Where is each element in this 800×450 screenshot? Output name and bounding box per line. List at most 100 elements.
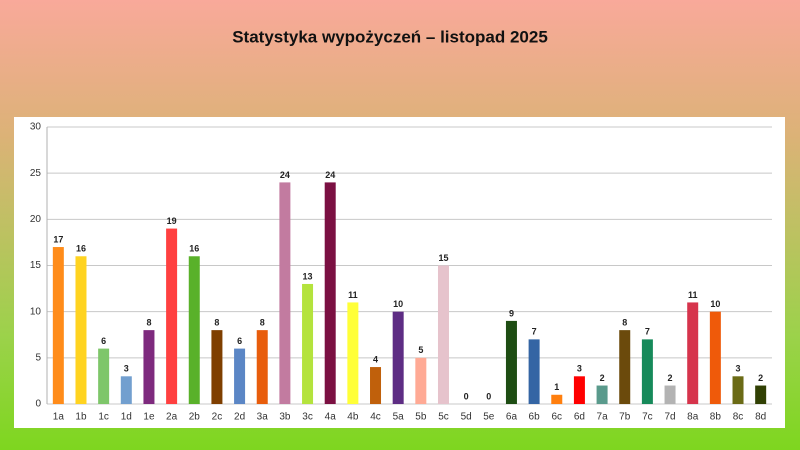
x-tick-label: 5c: [438, 412, 449, 423]
value-label: 7: [532, 327, 537, 337]
x-tick-label: 1c: [98, 412, 109, 423]
value-label: 3: [124, 364, 129, 374]
bar: [573, 376, 585, 404]
value-label: 9: [509, 308, 514, 318]
bar: [437, 265, 449, 404]
x-tick-label: 5a: [393, 412, 405, 423]
chart-title: Statystyka wypożyczeń – listopad 2025: [232, 27, 548, 46]
x-tick-label: 8a: [687, 412, 699, 423]
x-tick-label: 5e: [483, 412, 495, 423]
value-label: 24: [280, 170, 290, 180]
value-label: 10: [393, 299, 403, 309]
value-label: 0: [464, 391, 469, 401]
x-tick-label: 3c: [302, 412, 313, 423]
value-label: 8: [622, 318, 627, 328]
x-tick-label: 1d: [121, 412, 132, 423]
x-tick-label: 6b: [529, 412, 541, 423]
bar: [52, 247, 64, 404]
x-tick-label: 7b: [619, 412, 631, 423]
x-tick-label: 8d: [755, 412, 766, 423]
x-tick-label: 5b: [415, 412, 427, 423]
value-label: 10: [710, 299, 720, 309]
y-tick-label: 5: [35, 352, 41, 363]
x-tick-label: 2a: [166, 412, 178, 423]
y-tick-label: 20: [30, 214, 42, 225]
bar: [347, 302, 359, 404]
value-label: 0: [486, 391, 491, 401]
bar: [505, 320, 517, 404]
bar: [415, 357, 427, 404]
y-tick-label: 30: [30, 122, 42, 133]
value-label: 11: [688, 290, 698, 300]
x-tick-label: 4a: [325, 412, 337, 423]
bar: [234, 348, 246, 404]
value-label: 19: [167, 216, 177, 226]
bar: [528, 339, 540, 404]
x-tick-label: 1a: [53, 412, 65, 423]
bar: [709, 311, 721, 404]
x-tick-label: 8b: [710, 412, 722, 423]
bar: [664, 385, 676, 404]
y-tick-label: 10: [30, 306, 42, 317]
value-label: 15: [438, 253, 448, 263]
bar: [324, 182, 336, 404]
value-label: 8: [146, 318, 151, 328]
bar: [120, 376, 132, 404]
value-label: 1: [554, 382, 559, 392]
bar: [302, 283, 314, 404]
bar: [370, 367, 382, 404]
bar: [98, 348, 110, 404]
x-tick-label: 7c: [642, 412, 653, 423]
value-label: 16: [189, 244, 199, 254]
x-tick-label: 1b: [75, 412, 87, 423]
bar: [732, 376, 744, 404]
value-label: 4: [373, 354, 378, 364]
bar: [619, 330, 631, 404]
x-tick-label: 3a: [257, 412, 269, 423]
value-label: 16: [76, 244, 86, 254]
bar: [211, 330, 223, 404]
x-tick-label: 2d: [234, 412, 245, 423]
bar: [188, 256, 200, 404]
x-tick-label: 6a: [506, 412, 518, 423]
x-tick-label: 2b: [189, 412, 201, 423]
value-label: 24: [325, 170, 335, 180]
bar: [687, 302, 699, 404]
value-label: 6: [237, 336, 242, 346]
bar: [166, 228, 178, 404]
bar: [641, 339, 653, 404]
value-label: 3: [736, 364, 741, 374]
value-label: 13: [303, 271, 313, 281]
bar: [392, 311, 404, 404]
bar: [279, 182, 291, 404]
x-tick-label: 7a: [597, 412, 609, 423]
x-tick-label: 7d: [664, 412, 675, 423]
x-tick-label: 8c: [733, 412, 744, 423]
x-tick-label: 4c: [370, 412, 381, 423]
value-label: 7: [645, 327, 650, 337]
y-tick-label: 25: [30, 168, 42, 179]
value-label: 17: [53, 234, 63, 244]
value-label: 6: [101, 336, 106, 346]
bar: [256, 330, 268, 404]
bar: [75, 256, 87, 404]
value-label: 3: [577, 364, 582, 374]
value-label: 2: [758, 373, 763, 383]
y-tick-label: 0: [35, 399, 41, 410]
value-label: 2: [668, 373, 673, 383]
x-tick-label: 3b: [279, 412, 291, 423]
bar: [551, 394, 563, 404]
x-tick-label: 6c: [551, 412, 562, 423]
value-label: 11: [348, 290, 358, 300]
x-tick-label: 6d: [574, 412, 585, 423]
bar: [755, 385, 767, 404]
x-tick-label: 5d: [461, 412, 472, 423]
x-tick-label: 2c: [212, 412, 223, 423]
y-tick-label: 15: [30, 260, 42, 271]
value-label: 8: [214, 318, 219, 328]
x-tick-label: 1e: [143, 412, 155, 423]
bar: [596, 385, 608, 404]
value-label: 2: [600, 373, 605, 383]
